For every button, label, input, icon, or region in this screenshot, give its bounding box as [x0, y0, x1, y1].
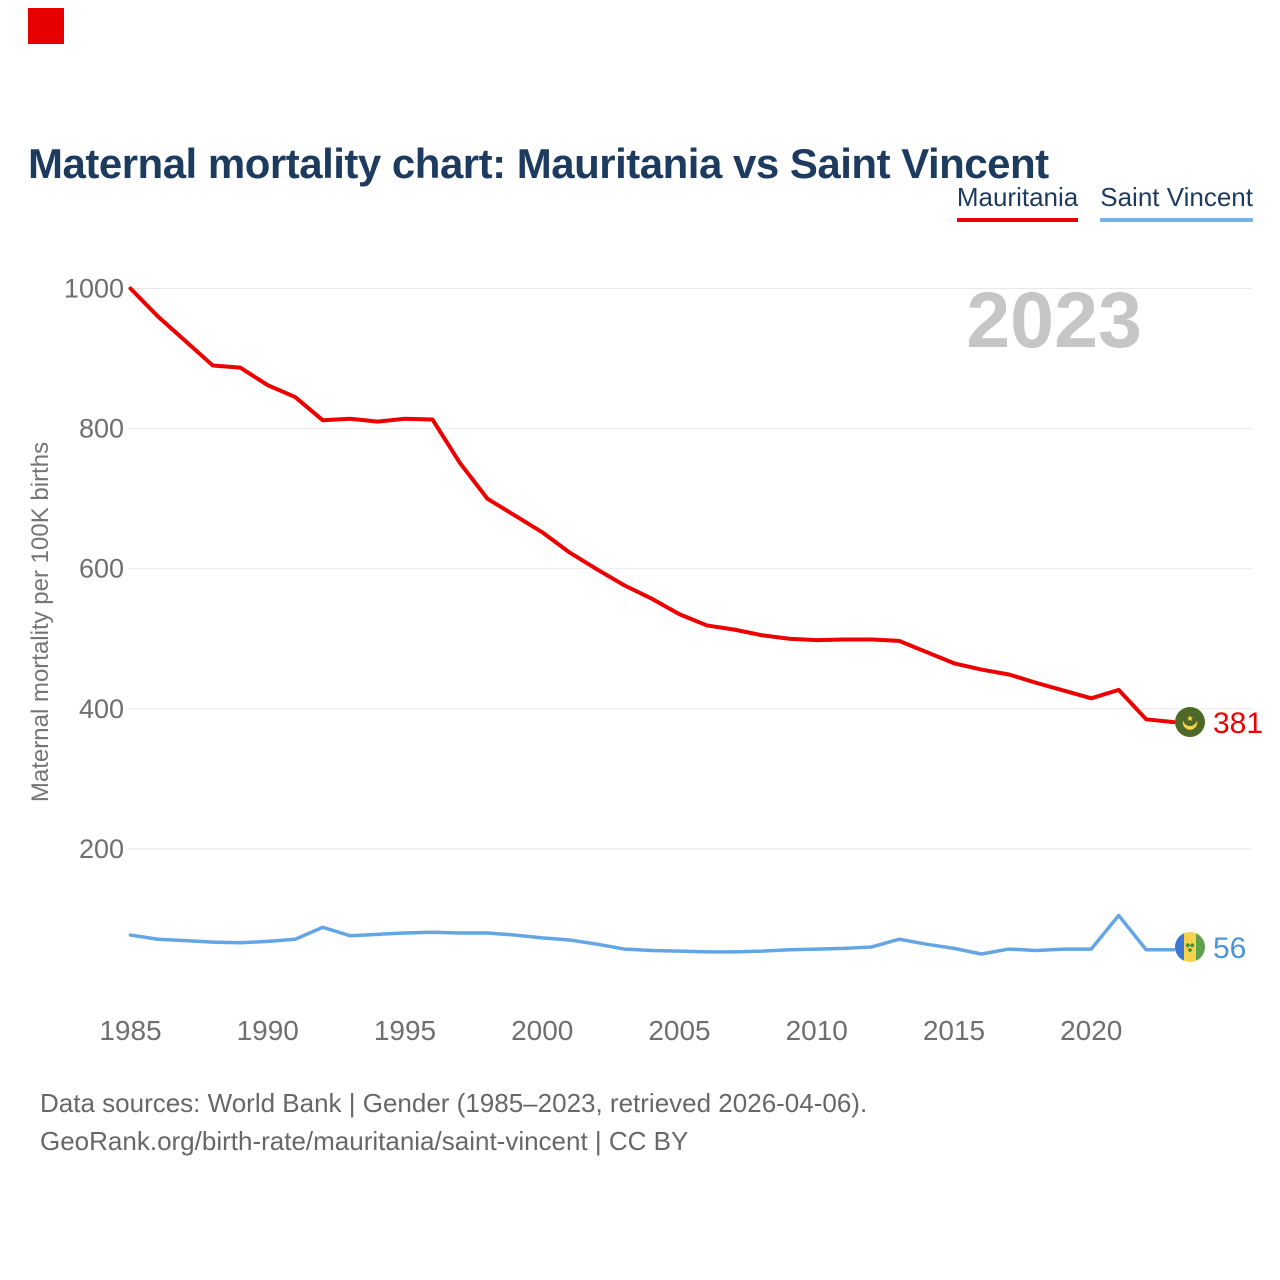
red-marker-square — [28, 8, 64, 44]
legend-item-saint-vincent[interactable]: Saint Vincent — [1100, 182, 1253, 222]
x-tick-label: 2020 — [1060, 1015, 1122, 1046]
x-tick-label: 1995 — [374, 1015, 436, 1046]
y-tick-label: 1000 — [64, 274, 124, 304]
x-tick-label: 2010 — [786, 1015, 848, 1046]
page-title: Maternal mortality chart: Mauritania vs … — [28, 140, 1049, 188]
y-tick-label: 800 — [79, 414, 124, 444]
x-tick-label: 2005 — [648, 1015, 710, 1046]
mauritania-end-value: 381 — [1213, 707, 1264, 740]
saint-vincent-end-value: 56 — [1213, 932, 1247, 965]
y-tick-label: 400 — [79, 694, 124, 724]
x-tick-label: 2015 — [923, 1015, 985, 1046]
attribution-note: GeoRank.org/birth-rate/mauritania/saint-… — [40, 1126, 689, 1156]
legend-item-mauritania[interactable]: Mauritania — [956, 182, 1079, 222]
y-tick-label: 600 — [79, 554, 124, 584]
y-tick-label: 200 — [79, 834, 124, 864]
series-line-saint-vincent[interactable] — [128, 913, 1176, 956]
x-tick-label: 1985 — [99, 1015, 161, 1046]
legend-label-mauritania: Mauritania — [956, 182, 1079, 212]
chart-footer: Data sources: World Bank | Gender (1985–… — [40, 1084, 867, 1160]
year-watermark: 2023 — [966, 275, 1142, 364]
x-tick-label: 1990 — [237, 1015, 299, 1046]
mauritania-flag-icon — [1175, 707, 1205, 737]
y-axis-title: Maternal mortality per 100K births — [27, 442, 54, 802]
data-sources-note: Data sources: World Bank | Gender (1985–… — [40, 1088, 868, 1118]
x-tick-label: 2000 — [511, 1015, 573, 1046]
chart-legend: Mauritania Saint Vincent — [956, 182, 1253, 222]
saint-vincent-flag-icon — [1175, 932, 1205, 962]
series-line-mauritania[interactable] — [128, 286, 1176, 725]
legend-label-saint-vincent: Saint Vincent — [1100, 182, 1253, 212]
